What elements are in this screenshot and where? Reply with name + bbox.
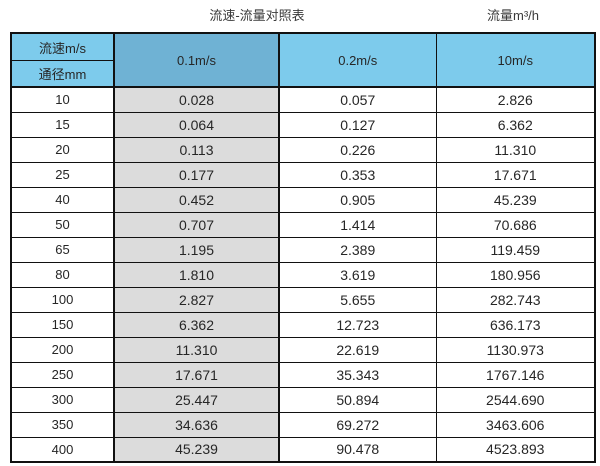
flow-rate-table: 流速m/s 0.1m/s 0.2m/s 10m/s 通径mm 10 0.028 0.… [10, 32, 596, 463]
flow-value-cell: 22.619 [278, 336, 437, 363]
flow-value-cell: 0.905 [278, 186, 437, 213]
diameter-cell: 40 [10, 186, 115, 213]
flow-value-cell: 70.686 [435, 211, 596, 238]
flow-value-cell: 0.057 [278, 86, 437, 113]
flow-value-cell: 2.389 [278, 236, 437, 263]
flow-value-cell: 45.239 [113, 436, 280, 463]
flow-value-cell: 0.028 [113, 86, 280, 113]
diameter-cell: 15 [10, 111, 115, 138]
diameter-cell: 65 [10, 236, 115, 263]
flow-value-cell: 4523.893 [435, 436, 596, 463]
column-header-0.1ms: 0.1m/s [113, 32, 280, 88]
table-header: 流速m/s 0.1m/s 0.2m/s 10m/s 通径mm [10, 32, 596, 88]
flow-value-cell: 5.655 [278, 286, 437, 313]
flow-value-cell: 0.452 [113, 186, 280, 213]
table-row: 50 0.707 1.414 70.686 [10, 211, 596, 238]
diameter-cell: 50 [10, 211, 115, 238]
diameter-cell: 400 [10, 436, 115, 463]
table-row: 80 1.810 3.619 180.956 [10, 261, 596, 288]
flow-value-cell: 119.459 [435, 236, 596, 263]
table-row: 400 45.239 90.478 4523.893 [10, 436, 596, 463]
diameter-cell: 20 [10, 136, 115, 163]
flow-value-cell: 1130.973 [435, 336, 596, 363]
table-row: 40 0.452 0.905 45.239 [10, 186, 596, 213]
flow-value-cell: 0.177 [113, 161, 280, 188]
flow-value-cell: 636.173 [435, 311, 596, 338]
diameter-cell: 25 [10, 161, 115, 188]
flow-value-cell: 17.671 [435, 161, 596, 188]
table-row: 250 17.671 35.343 1767.146 [10, 361, 596, 388]
column-header-0.2ms: 0.2m/s [278, 32, 437, 88]
flow-value-cell: 0.113 [113, 136, 280, 163]
flow-value-cell: 12.723 [278, 311, 437, 338]
table-row: 200 11.310 22.619 1130.973 [10, 336, 596, 363]
flow-value-cell: 1.810 [113, 261, 280, 288]
diameter-cell: 200 [10, 336, 115, 363]
flow-value-cell: 50.894 [278, 386, 437, 413]
flow-value-cell: 2.827 [113, 286, 280, 313]
titlebar: 流速-流量对照表 流量m³/h [0, 0, 600, 32]
flow-value-cell: 17.671 [113, 361, 280, 388]
flow-value-cell: 11.310 [113, 336, 280, 363]
table-title: 流速-流量对照表 [209, 8, 305, 23]
flow-value-cell: 0.353 [278, 161, 437, 188]
flow-value-cell: 2544.690 [435, 386, 596, 413]
diameter-cell: 300 [10, 386, 115, 413]
table-row: 350 34.636 69.272 3463.606 [10, 411, 596, 438]
table-body: 10 0.028 0.057 2.826 15 0.064 0.127 6.362 20 0.11… [10, 86, 596, 463]
flow-value-cell: 1.414 [278, 211, 437, 238]
flow-value-cell: 3463.606 [435, 411, 596, 438]
diameter-cell: 80 [10, 261, 115, 288]
flow-value-cell: 282.743 [435, 286, 596, 313]
flow-value-cell: 0.226 [278, 136, 437, 163]
table-row: 10 0.028 0.057 2.826 [10, 86, 596, 113]
column-header-10ms: 10m/s [435, 32, 596, 88]
flow-value-cell: 69.272 [278, 411, 437, 438]
header-row-top: 流速m/s 0.1m/s 0.2m/s 10m/s [10, 32, 596, 88]
diameter-cell: 100 [10, 286, 115, 313]
table-row: 15 0.064 0.127 6.362 [10, 111, 596, 138]
table-row: 100 2.827 5.655 282.743 [10, 286, 596, 313]
flow-unit-label: 流量m³/h [486, 8, 540, 23]
table-row: 150 6.362 12.723 636.173 [10, 311, 596, 338]
diameter-cell: 250 [10, 361, 115, 388]
flow-value-cell: 3.619 [278, 261, 437, 288]
diameter-cell: 150 [10, 311, 115, 338]
flow-value-cell: 34.636 [113, 411, 280, 438]
flow-value-cell: 90.478 [278, 436, 437, 463]
flow-value-cell: 180.956 [435, 261, 596, 288]
table-row: 25 0.177 0.353 17.671 [10, 161, 596, 188]
flow-value-cell: 6.362 [435, 111, 596, 138]
corner-header-diameter: 通径mm [10, 60, 115, 88]
diameter-cell: 10 [10, 86, 115, 113]
flow-value-cell: 25.447 [113, 386, 280, 413]
flow-value-cell: 1.195 [113, 236, 280, 263]
flow-value-cell: 11.310 [435, 136, 596, 163]
table-row: 65 1.195 2.389 119.459 [10, 236, 596, 263]
diameter-cell: 350 [10, 411, 115, 438]
flow-value-cell: 2.826 [435, 86, 596, 113]
flow-value-cell: 35.343 [278, 361, 437, 388]
flow-value-cell: 1767.146 [435, 361, 596, 388]
flow-value-cell: 45.239 [435, 186, 596, 213]
corner-header-velocity: 流速m/s [10, 32, 115, 61]
table-row: 20 0.113 0.226 11.310 [10, 136, 596, 163]
flow-value-cell: 0.064 [113, 111, 280, 138]
table-row: 300 25.447 50.894 2544.690 [10, 386, 596, 413]
flow-value-cell: 6.362 [113, 311, 280, 338]
flow-value-cell: 0.707 [113, 211, 280, 238]
flow-value-cell: 0.127 [278, 111, 437, 138]
header-row-bottom: 通径mm [10, 60, 595, 88]
